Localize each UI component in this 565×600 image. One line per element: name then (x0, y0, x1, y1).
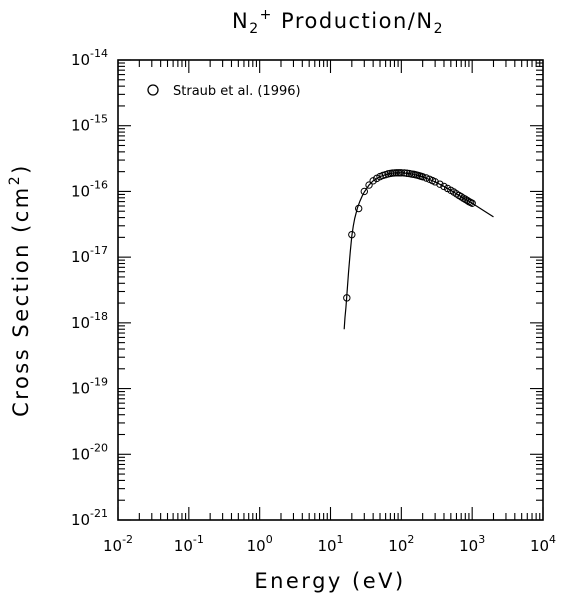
data-point (348, 230, 356, 239)
data-point (440, 182, 448, 191)
series-line (343, 172, 494, 330)
chart-title-base: N (232, 9, 249, 33)
y-tick-label: 10-14 (71, 47, 108, 69)
chart-title-middle: Production/N (273, 9, 434, 33)
x-tick-label: 10-1 (174, 533, 204, 555)
axis-ticks (117, 59, 544, 521)
x-tick-label: 101 (317, 533, 343, 555)
legend: Straub et al. (1996) (147, 84, 301, 99)
chart-title-sup1: + (260, 7, 273, 23)
y-tick-label: 10-16 (71, 178, 108, 200)
y-axis-label: Cross Section (cm2) (7, 163, 33, 417)
data-point (400, 169, 408, 177)
y-tick-label: 10-19 (71, 376, 108, 398)
y-tick-label: 10-18 (71, 310, 108, 332)
chart-title-sub2: 2 (434, 21, 444, 37)
x-tick-labels: 10-2 10-1 100 101 102 103 104 (103, 533, 556, 555)
chart-title-sub1: 2 (249, 21, 259, 37)
data-point (461, 195, 469, 203)
y-axis-label-prefix: Cross Section (cm (9, 185, 33, 417)
data-point (354, 204, 363, 213)
data-point (360, 187, 368, 196)
y-axis-label-suffix: ) (9, 163, 33, 174)
data-point (365, 181, 373, 189)
data-point (431, 178, 439, 186)
x-tick-label: 102 (388, 533, 414, 555)
y-tick-labels: 10-21 10-20 10-19 10-18 10-17 10-16 10-15 10-14 (71, 47, 108, 529)
y-tick-label: 10-21 (71, 507, 108, 529)
legend-marker (147, 84, 159, 96)
y-tick-label: 10-17 (71, 244, 108, 266)
x-tick-label: 104 (530, 533, 556, 555)
data-point (466, 198, 475, 207)
data-point (397, 169, 406, 177)
y-tick-label: 10-15 (71, 113, 108, 135)
series-points (343, 169, 476, 302)
legend-label: Straub et al. (1996) (173, 84, 301, 99)
data-point (436, 180, 444, 188)
data-point (422, 174, 430, 182)
chart-title: N2+ Production/N2 (232, 7, 444, 37)
x-tick-label: 100 (247, 533, 273, 555)
data-point (418, 173, 427, 181)
data-point (343, 294, 351, 302)
x-tick-label: 103 (459, 533, 485, 555)
x-axis-label: Energy (eV) (254, 569, 405, 593)
x-tick-label: 10-2 (103, 533, 133, 555)
data-point (457, 193, 465, 201)
data-point (403, 169, 411, 177)
plot-frame (117, 59, 544, 521)
y-tick-label: 10-20 (71, 441, 108, 463)
data-point (468, 199, 476, 207)
y-axis-label-sup: 2 (7, 174, 23, 185)
